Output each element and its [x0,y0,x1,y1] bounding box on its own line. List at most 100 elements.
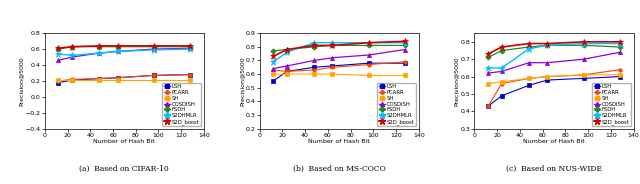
S2D_boost [150,45,158,47]
S2DHMLR [580,43,588,45]
FSDH [95,46,103,48]
PCARR [283,70,291,72]
LSH [150,74,158,77]
LSH [186,73,194,76]
COSDISH [484,72,492,74]
LSH [54,82,62,84]
Line: FSDH: FSDH [56,44,193,52]
Line: COSDISH: COSDISH [486,50,622,75]
Line: COSDISH: COSDISH [56,46,193,62]
S2DHMLR [543,44,551,46]
PCARR [150,74,158,77]
LSH [310,66,318,68]
COSDISH [365,54,372,56]
S2DHMLR [283,51,291,53]
FSDH [114,46,122,48]
S2DHMLR [498,67,506,69]
LSH [328,65,336,67]
SH [328,73,336,75]
S2D_boost [186,45,194,47]
COSDISH [401,48,409,51]
FSDH [484,56,492,59]
Text: (b)  Based on MS-COCO: (b) Based on MS-COCO [293,165,385,173]
LSH [365,62,372,64]
X-axis label: Number of Hash Bit: Number of Hash Bit [93,139,156,144]
Legend: LSH, PCARR, SH, COSDISH, FSDH, S2DHMLR, S2D_boost: LSH, PCARR, SH, COSDISH, FSDH, S2DHMLR, … [592,83,631,126]
SH [365,74,372,77]
FSDH [525,46,533,48]
COSDISH [269,68,277,70]
Legend: LSH, PCARR, SH, COSDISH, FSDH, S2DHMLR, S2D_boost: LSH, PCARR, SH, COSDISH, FSDH, S2DHMLR, … [377,83,416,126]
COSDISH [283,65,291,67]
LSH [525,84,533,86]
S2DHMLR [484,67,492,69]
Line: S2DHMLR: S2DHMLR [55,46,193,59]
PCARR [186,73,194,76]
S2D_boost [328,44,336,47]
SH [543,75,551,78]
FSDH [543,44,551,46]
S2D_boost [283,48,291,51]
Legend: LSH, PCARR, SH, COSDISH, FSDH, S2DHMLR, S2D_boost: LSH, PCARR, SH, COSDISH, FSDH, S2DHMLR, … [163,83,202,126]
PCARR [269,69,277,71]
Line: SH: SH [271,72,407,77]
S2DHMLR [525,48,533,50]
S2D_boost [114,45,122,47]
S2D_boost [484,53,492,55]
Line: PCARR: PCARR [486,68,621,108]
Line: SH: SH [486,73,621,85]
SH [114,79,122,81]
Line: LSH: LSH [486,75,621,108]
FSDH [310,46,318,48]
S2DHMLR [68,54,76,56]
S2DHMLR [616,43,624,45]
S2D_boost [543,43,551,45]
COSDISH [68,56,76,58]
COSDISH [95,52,103,54]
S2D_boost [498,46,506,48]
Line: LSH: LSH [271,61,407,83]
S2DHMLR [95,52,103,54]
COSDISH [543,62,551,64]
S2DHMLR [150,49,158,51]
SH [283,73,291,75]
S2D_boost [269,55,277,57]
COSDISH [150,48,158,50]
LSH [616,75,624,78]
S2DHMLR [328,42,336,44]
COSDISH [54,59,62,61]
LSH [484,105,492,107]
FSDH [150,46,158,48]
FSDH [580,44,588,46]
LSH [580,77,588,79]
S2D_boost [54,47,62,49]
PCARR [580,74,588,76]
Line: S2DHMLR: S2DHMLR [270,40,408,65]
X-axis label: Number of Hash Bit: Number of Hash Bit [523,139,585,144]
LSH [401,62,409,64]
FSDH [498,49,506,52]
LSH [543,79,551,81]
S2D_boost [310,44,318,47]
LSH [269,80,277,82]
PCARR [365,63,372,66]
S2D_boost [401,40,409,43]
SH [401,74,409,77]
COSDISH [498,70,506,72]
COSDISH [328,57,336,59]
PCARR [525,77,533,79]
LSH [498,95,506,97]
Text: (a)  Based on CIFAR-10: (a) Based on CIFAR-10 [79,165,169,173]
S2DHMLR [310,42,318,44]
Line: SH: SH [57,78,192,82]
FSDH [365,44,372,47]
Line: S2D_boost: S2D_boost [55,43,193,51]
SH [269,73,277,75]
S2DHMLR [186,48,194,50]
Line: PCARR: PCARR [57,73,192,83]
FSDH [68,46,76,48]
LSH [68,79,76,81]
PCARR [616,69,624,71]
Line: LSH: LSH [57,73,192,84]
COSDISH [310,59,318,62]
